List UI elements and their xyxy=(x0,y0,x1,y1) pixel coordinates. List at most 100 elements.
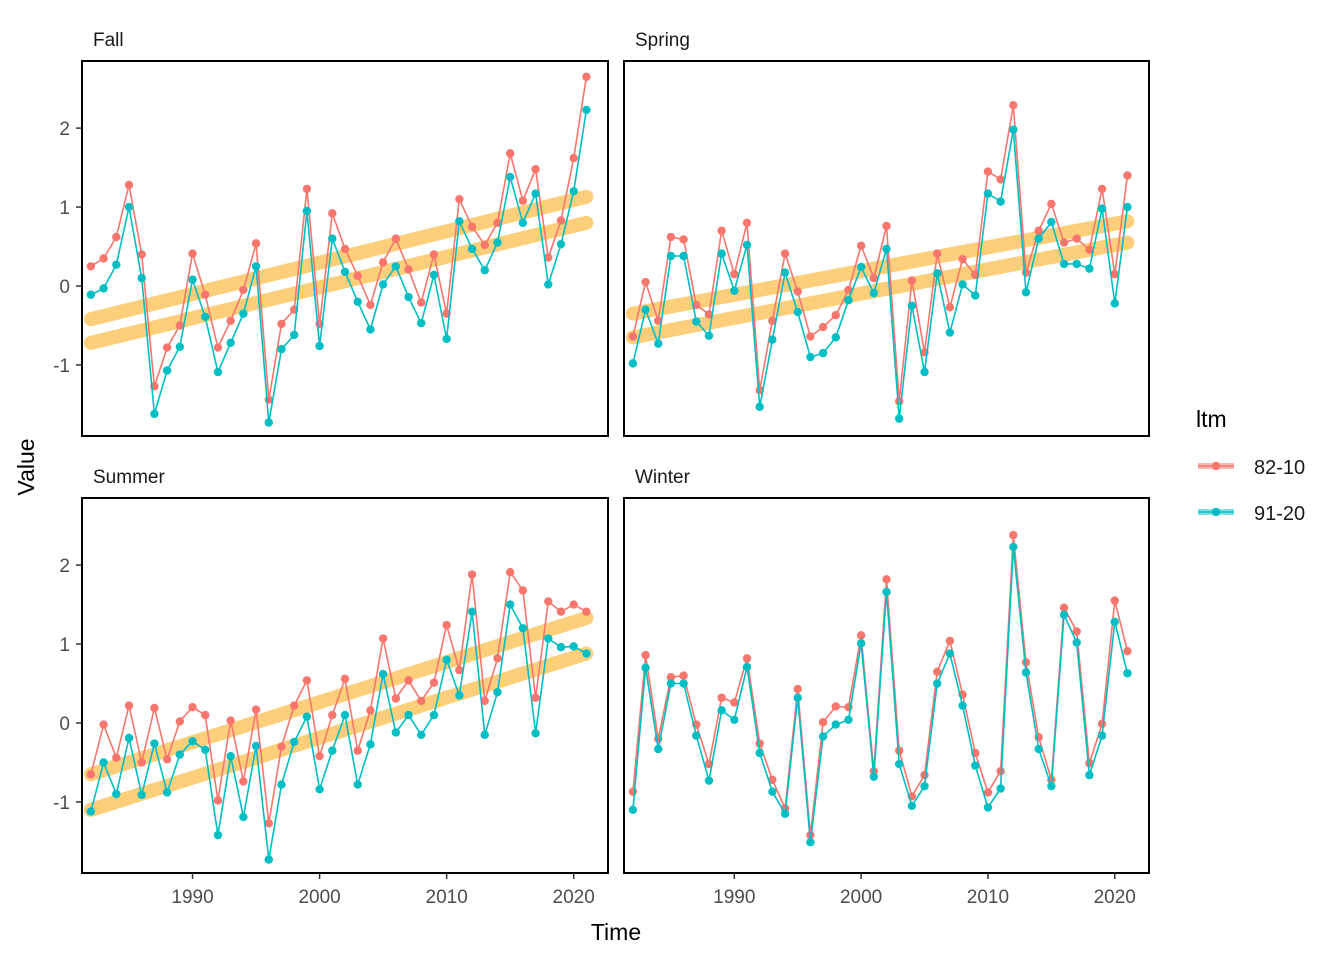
data-point xyxy=(175,342,185,351)
data-point xyxy=(983,803,993,812)
data-point xyxy=(556,216,566,225)
data-point xyxy=(315,751,324,761)
data-point xyxy=(467,244,477,254)
data-point xyxy=(1123,171,1132,180)
data-point xyxy=(806,352,815,362)
data-point xyxy=(404,265,413,274)
data-point xyxy=(328,209,337,218)
data-point xyxy=(162,755,172,764)
data-point xyxy=(641,305,650,314)
data-point xyxy=(869,772,879,781)
data-point xyxy=(544,597,553,606)
data-point xyxy=(531,729,540,738)
data-point xyxy=(353,746,362,755)
data-point xyxy=(780,268,790,277)
data-point xyxy=(251,262,261,271)
data-point xyxy=(239,777,248,786)
data-point xyxy=(404,292,413,302)
data-point xyxy=(277,742,286,751)
data-point xyxy=(1110,299,1119,308)
data-point xyxy=(1059,238,1069,247)
x-tick-label: 2000 xyxy=(840,887,882,908)
data-point xyxy=(971,291,980,300)
series-line-91-20 xyxy=(632,129,1129,419)
x-tick-label: 1990 xyxy=(713,887,755,908)
panel-border xyxy=(623,497,1150,874)
panel-title: Summer xyxy=(93,467,165,488)
data-point xyxy=(679,251,688,261)
data-point xyxy=(544,634,553,643)
data-point xyxy=(340,244,350,254)
data-point xyxy=(818,718,828,727)
data-point xyxy=(1059,610,1069,620)
data-point xyxy=(289,330,299,340)
data-point xyxy=(188,703,197,712)
data-point xyxy=(856,639,866,648)
data-point xyxy=(1009,542,1018,552)
data-point xyxy=(251,705,261,714)
data-point xyxy=(124,701,134,710)
data-point xyxy=(793,693,802,702)
data-point xyxy=(378,258,388,267)
data-point xyxy=(704,331,714,340)
data-point xyxy=(556,643,566,652)
data-point xyxy=(1021,658,1031,667)
trend-line xyxy=(83,215,594,350)
data-point xyxy=(353,780,362,789)
data-point xyxy=(945,303,955,312)
data-point xyxy=(933,269,942,278)
data-point xyxy=(1110,617,1119,627)
data-point xyxy=(124,202,134,212)
data-point xyxy=(518,586,528,595)
data-point xyxy=(353,271,362,280)
data-point xyxy=(856,262,866,272)
data-point xyxy=(933,667,942,676)
data-point xyxy=(302,712,312,721)
data-point xyxy=(1123,669,1132,678)
data-point xyxy=(569,642,578,651)
data-point xyxy=(793,684,802,694)
panel-summer: Summer -1 0 1 2 1990 2000 2010 2020 xyxy=(53,467,609,908)
data-point xyxy=(958,254,967,264)
data-point xyxy=(1034,234,1043,243)
data-point xyxy=(417,318,426,328)
data-point xyxy=(806,838,815,847)
data-point xyxy=(455,217,464,226)
data-point xyxy=(628,332,638,341)
data-point xyxy=(1072,638,1081,647)
data-point xyxy=(793,307,802,317)
data-point xyxy=(201,312,210,321)
data-point xyxy=(844,296,853,305)
data-point xyxy=(137,790,146,800)
data-point xyxy=(1123,646,1132,656)
data-point xyxy=(844,715,853,725)
data-point xyxy=(442,620,451,630)
data-point xyxy=(404,676,413,685)
panel-spring: Spring xyxy=(623,30,1150,437)
data-point xyxy=(340,267,350,276)
data-point xyxy=(983,167,993,176)
x-tick-label: 2020 xyxy=(553,887,595,908)
data-point xyxy=(531,189,540,198)
data-point xyxy=(1072,627,1081,636)
series-line-91-20 xyxy=(632,546,1129,843)
panel-winter: Winter 1990 2000 2010 2020 xyxy=(623,467,1150,908)
data-point xyxy=(882,221,891,231)
data-point xyxy=(417,730,426,740)
x-tick-label: 2000 xyxy=(298,887,340,908)
data-point xyxy=(493,688,502,697)
data-point xyxy=(86,290,96,299)
data-point xyxy=(505,149,515,158)
data-point xyxy=(1034,744,1043,754)
panel-title: Winter xyxy=(635,467,691,488)
x-tick-label: 2010 xyxy=(426,887,468,908)
chart-panels: Fall -1 0 1 2 Spring Summer -1 0 1 2 1990 2000 2010 20… xyxy=(53,30,1150,908)
data-point xyxy=(755,739,764,748)
y-tick-label: 2 xyxy=(59,119,70,140)
data-point xyxy=(150,703,159,713)
data-point xyxy=(213,830,223,840)
data-point xyxy=(1034,226,1043,235)
data-point xyxy=(907,801,917,811)
data-point xyxy=(493,218,502,228)
